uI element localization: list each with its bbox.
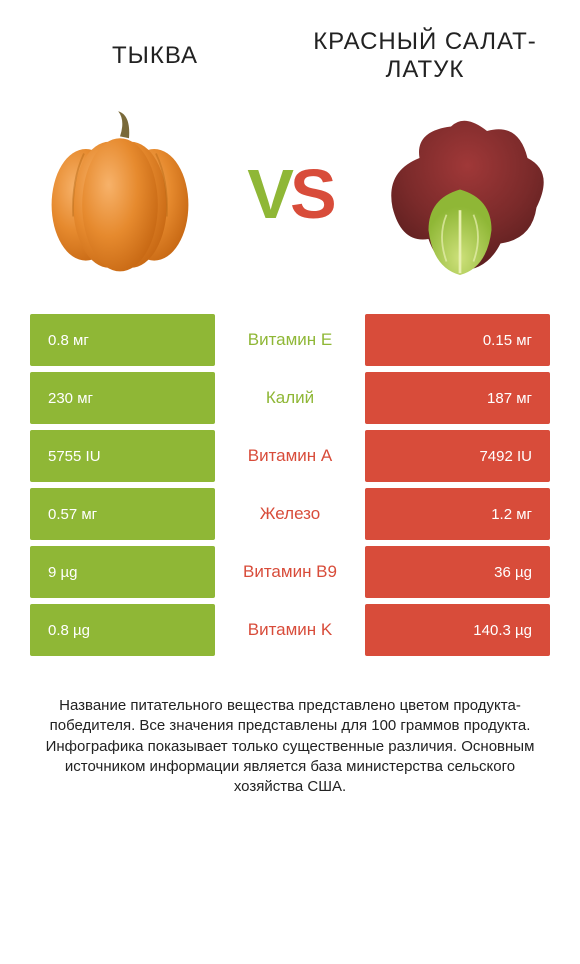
nutrient-value-right: 140.3 µg [365, 604, 550, 656]
nutrient-value-left: 0.8 мг [30, 314, 215, 366]
footer-note: Название питательного вещества представл… [30, 696, 550, 797]
nutrient-name: Железо [215, 488, 365, 540]
nutrient-value-left: 0.8 µg [30, 604, 215, 656]
nutrient-value-left: 230 мг [30, 372, 215, 424]
nutrient-value-right: 36 µg [365, 546, 550, 598]
nutrient-name: Витамин A [215, 430, 365, 482]
food-title-left: ТЫКВА [35, 42, 275, 70]
nutrient-row: 0.57 мгЖелезо1.2 мг [30, 488, 550, 540]
nutrient-value-right: 0.15 мг [365, 314, 550, 366]
nutrient-name: Витамин K [215, 604, 365, 656]
nutrient-name: Витамин E [215, 314, 365, 366]
nutrient-row: 5755 IUВитамин A7492 IU [30, 430, 550, 482]
images-row: VS [0, 94, 580, 314]
nutrient-name: Калий [215, 372, 365, 424]
nutrient-row: 0.8 µgВитамин K140.3 µg [30, 604, 550, 656]
nutrient-value-left: 9 µg [30, 546, 215, 598]
nutrient-row: 230 мгКалий187 мг [30, 372, 550, 424]
nutrient-name: Витамин B9 [215, 546, 365, 598]
food-title-right: КРАСНЫЙ САЛАТ-ЛАТУК [305, 28, 545, 84]
header-row: ТЫКВА КРАСНЫЙ САЛАТ-ЛАТУК [0, 0, 580, 94]
nutrient-value-right: 187 мг [365, 372, 550, 424]
nutrient-row: 9 µgВитамин B936 µg [30, 546, 550, 598]
nutrient-value-right: 7492 IU [365, 430, 550, 482]
lettuce-icon [370, 104, 550, 284]
nutrient-table: 0.8 мгВитамин E0.15 мг 230 мгКалий187 мг 5… [0, 314, 580, 656]
nutrient-value-right: 1.2 мг [365, 488, 550, 540]
pumpkin-icon [30, 104, 210, 284]
vs-s-letter: S [290, 155, 333, 233]
nutrient-value-left: 0.57 мг [30, 488, 215, 540]
vs-label: VS [247, 154, 332, 234]
vs-v-letter: V [247, 155, 290, 233]
nutrient-value-left: 5755 IU [30, 430, 215, 482]
nutrient-row: 0.8 мгВитамин E0.15 мг [30, 314, 550, 366]
